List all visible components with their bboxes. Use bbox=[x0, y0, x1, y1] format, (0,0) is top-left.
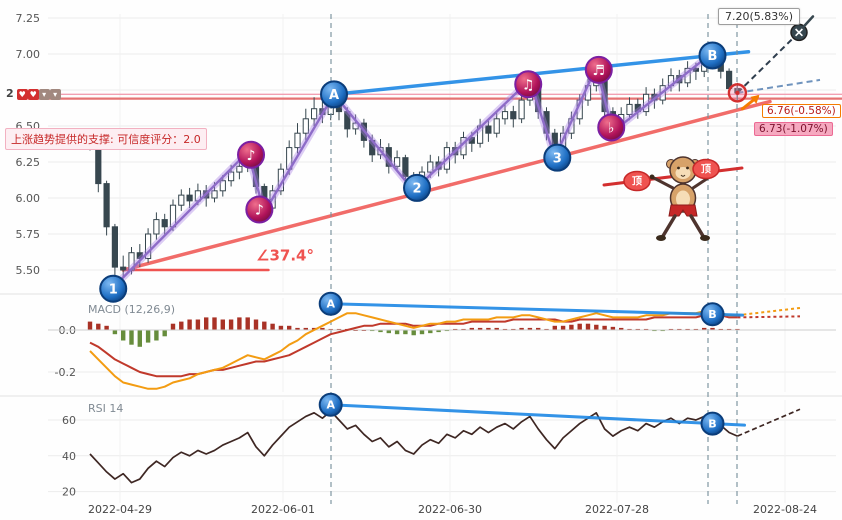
price-ab-trendline[interactable] bbox=[332, 49, 751, 97]
svg-text:顶: 顶 bbox=[701, 164, 711, 176]
svg-text:♬: ♬ bbox=[593, 63, 606, 79]
elliott-zigzag[interactable] bbox=[115, 49, 716, 286]
level-label: 2 bbox=[6, 87, 14, 100]
svg-text:2: 2 bbox=[412, 182, 421, 197]
resistance-level-lines[interactable] bbox=[28, 93, 842, 100]
level-label-row: 2 ♥ ♥ ▾ ▾ bbox=[6, 87, 61, 100]
svg-text:A: A bbox=[329, 88, 339, 103]
support-trendline[interactable]: ∠37.4° bbox=[121, 99, 772, 272]
top-badge: 顶 bbox=[692, 158, 720, 180]
macd-wave-marker-B[interactable]: B bbox=[700, 302, 725, 327]
signal-chip-group: ♥ ♥ ▾ ▾ bbox=[16, 87, 61, 100]
svg-text:6.25: 6.25 bbox=[16, 156, 41, 169]
target-marker[interactable] bbox=[790, 15, 815, 42]
signal-marker-icon: ▾ bbox=[38, 89, 50, 100]
svg-text:7.00: 7.00 bbox=[16, 48, 41, 61]
svg-text:A: A bbox=[326, 298, 335, 311]
rsi-label: RSI 14 bbox=[88, 402, 124, 415]
svg-text:顶: 顶 bbox=[632, 176, 642, 188]
svg-text:A: A bbox=[326, 399, 335, 412]
wave-marker-2[interactable]: 2 bbox=[403, 173, 432, 202]
signal-heart-icon: ♥ bbox=[16, 89, 28, 100]
macd-ab-trendline[interactable] bbox=[329, 302, 744, 317]
sell-signal-icon-5[interactable]: ♭ bbox=[597, 113, 626, 142]
target-price-label[interactable]: 7.20(5.83%) bbox=[718, 8, 801, 25]
axis-labels: 7.257.006.506.256.005.755.500.0-0.260402… bbox=[16, 12, 817, 516]
macd-label: MACD (12,26,9) bbox=[88, 303, 176, 316]
svg-text:6.00: 6.00 bbox=[16, 192, 41, 205]
svg-text:B: B bbox=[708, 308, 716, 321]
rsi-wave-marker-A[interactable]: A bbox=[318, 392, 343, 417]
mascot-monkey-icon bbox=[649, 156, 717, 241]
sell-signal-icon-2[interactable]: ♪ bbox=[245, 195, 274, 224]
sell-signal-icon-1[interactable]: ♪ bbox=[237, 140, 266, 169]
macd-wave-marker-A[interactable]: A bbox=[318, 291, 343, 316]
svg-text:1: 1 bbox=[109, 282, 118, 297]
svg-text:2022-07-28: 2022-07-28 bbox=[585, 503, 649, 516]
svg-text:40: 40 bbox=[62, 450, 76, 463]
svg-text:2022-08-24: 2022-08-24 bbox=[753, 503, 817, 516]
svg-text:2022-06-01: 2022-06-01 bbox=[251, 503, 315, 516]
svg-text:5.75: 5.75 bbox=[16, 228, 41, 241]
price-label-lower: 6.73(-1.07%) bbox=[754, 122, 833, 136]
svg-text:20: 20 bbox=[62, 486, 76, 499]
svg-text:♫: ♫ bbox=[522, 77, 535, 93]
svg-text:♭: ♭ bbox=[608, 120, 615, 136]
svg-text:♪: ♪ bbox=[255, 203, 264, 219]
angle-label: ∠37.4° bbox=[256, 247, 314, 265]
rsi-ab-trendline[interactable] bbox=[329, 403, 746, 427]
last-price-marker bbox=[727, 83, 748, 103]
svg-text:2022-06-30: 2022-06-30 bbox=[418, 503, 482, 516]
svg-text:5.50: 5.50 bbox=[16, 264, 41, 277]
svg-text:7.25: 7.25 bbox=[16, 12, 41, 25]
svg-text:B: B bbox=[708, 49, 718, 64]
signal-heart-icon: ♥ bbox=[27, 89, 39, 100]
svg-text:-0.2: -0.2 bbox=[55, 366, 76, 379]
wave-marker-1[interactable]: 1 bbox=[99, 274, 128, 303]
price-label-upper: 6.76(-0.58%) bbox=[762, 104, 841, 118]
price-projection-lines[interactable] bbox=[736, 31, 821, 94]
top-badge: 顶 bbox=[623, 170, 651, 192]
signal-marker-icon: ▾ bbox=[49, 89, 61, 100]
sell-signal-icon-3[interactable]: ♫ bbox=[514, 70, 543, 99]
svg-text:60: 60 bbox=[62, 414, 76, 427]
svg-text:2022-04-29: 2022-04-29 bbox=[88, 503, 152, 516]
svg-text:3: 3 bbox=[553, 151, 562, 166]
top-warning-group: 顶顶 bbox=[602, 156, 744, 241]
rsi-wave-marker-B[interactable]: B bbox=[700, 411, 725, 436]
candlestick-layer bbox=[86, 46, 741, 279]
wave-marker-3[interactable]: 3 bbox=[543, 143, 572, 172]
svg-text:♪: ♪ bbox=[247, 148, 256, 164]
sell-signal-icon-4[interactable]: ♬ bbox=[584, 55, 613, 84]
macd-layer bbox=[48, 306, 836, 390]
wave-marker-A[interactable]: A bbox=[320, 80, 349, 109]
wave-marker-B[interactable]: B bbox=[698, 41, 727, 70]
rsi-layer bbox=[89, 408, 801, 484]
support-note: 上涨趋势提供的支撑: 可信度评分：2.0 bbox=[5, 128, 207, 150]
svg-text:B: B bbox=[708, 418, 716, 431]
orange-arrow-icon bbox=[740, 94, 760, 111]
